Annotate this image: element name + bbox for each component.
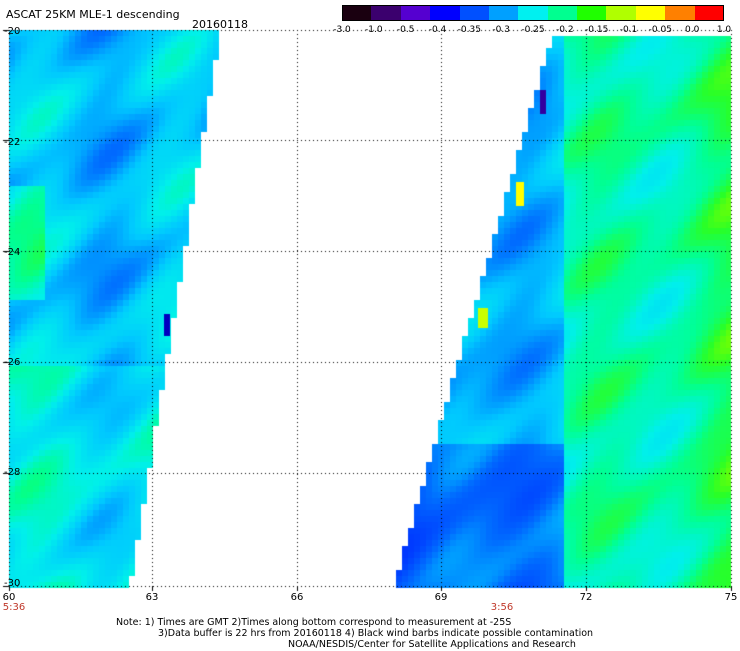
colorbar-label: -3.0 (333, 25, 351, 35)
lon-label-66: 66 (290, 592, 304, 603)
note-line-1: Note: 1) Times are GMT 2)Times along bot… (116, 617, 512, 628)
colorbar-swatch (577, 5, 607, 21)
note-line-3: NOAA/NESDIS/Center for Satellite Applica… (288, 639, 576, 650)
colorbar-label: -0.3 (492, 25, 510, 35)
lon-label-72: 72 (579, 592, 593, 603)
colorbar-swatch (430, 5, 461, 21)
colorbar-swatch (342, 5, 372, 21)
lat-label-24: -24 (4, 247, 21, 258)
colorbar-swatch (488, 5, 519, 21)
time-label-right: 3:56 (490, 602, 514, 613)
lon-label-75: 75 (724, 592, 738, 603)
colorbar-label: 0.0 (684, 25, 700, 35)
note-line-2: 3)Data buffer is 22 hrs from 20160118 4)… (158, 628, 594, 639)
colorbar-swatch (694, 5, 725, 21)
colorbar-label: -0.1 (619, 25, 638, 35)
lon-label-60: 60 (2, 592, 16, 603)
map-title: ASCAT 25KM MLE-1 descending (6, 8, 180, 21)
lat-label-22: -22 (4, 137, 21, 148)
colorbar-label: -0.35 (457, 25, 481, 35)
colorbar-label: -0.2 (556, 25, 574, 35)
colorbar-swatch (547, 5, 578, 21)
lon-label-63: 63 (145, 592, 159, 603)
lat-label-20: -20 (4, 26, 21, 37)
colorbar-swatch (665, 5, 696, 21)
colorbar-label: -0.15 (585, 25, 609, 35)
lat-label-26: -26 (4, 357, 21, 368)
colorbar-label: -1.0 (365, 25, 383, 35)
lon-label-69: 69 (434, 592, 448, 603)
colorbar-swatch (606, 5, 637, 21)
colorbar-swatch (400, 5, 431, 21)
map-date: 20160118 (192, 18, 248, 31)
colorbar-swatch (459, 5, 490, 21)
colorbar-label: -0.5 (396, 25, 415, 35)
colorbar-labels: -3.0 -1.0 -0.5 -0.4 -0.35 -0.3 -0.25 -0.2 -0.15-… (328, 25, 738, 37)
lat-label-28: -28 (4, 467, 21, 478)
lat-label-30: -30 (4, 578, 21, 589)
colorbar-label: -0.25 (521, 25, 545, 35)
colorbar-swatch (371, 5, 402, 21)
time-label-left: 5:36 (2, 602, 26, 613)
colorbar-label: -0.4 (428, 25, 447, 35)
colorbar-swatch (635, 5, 666, 21)
colorbar (342, 5, 725, 21)
colorbar-label: -0.05 (648, 25, 672, 35)
colorbar-label: 1.0 (716, 25, 732, 35)
colorbar-swatch (518, 5, 549, 21)
